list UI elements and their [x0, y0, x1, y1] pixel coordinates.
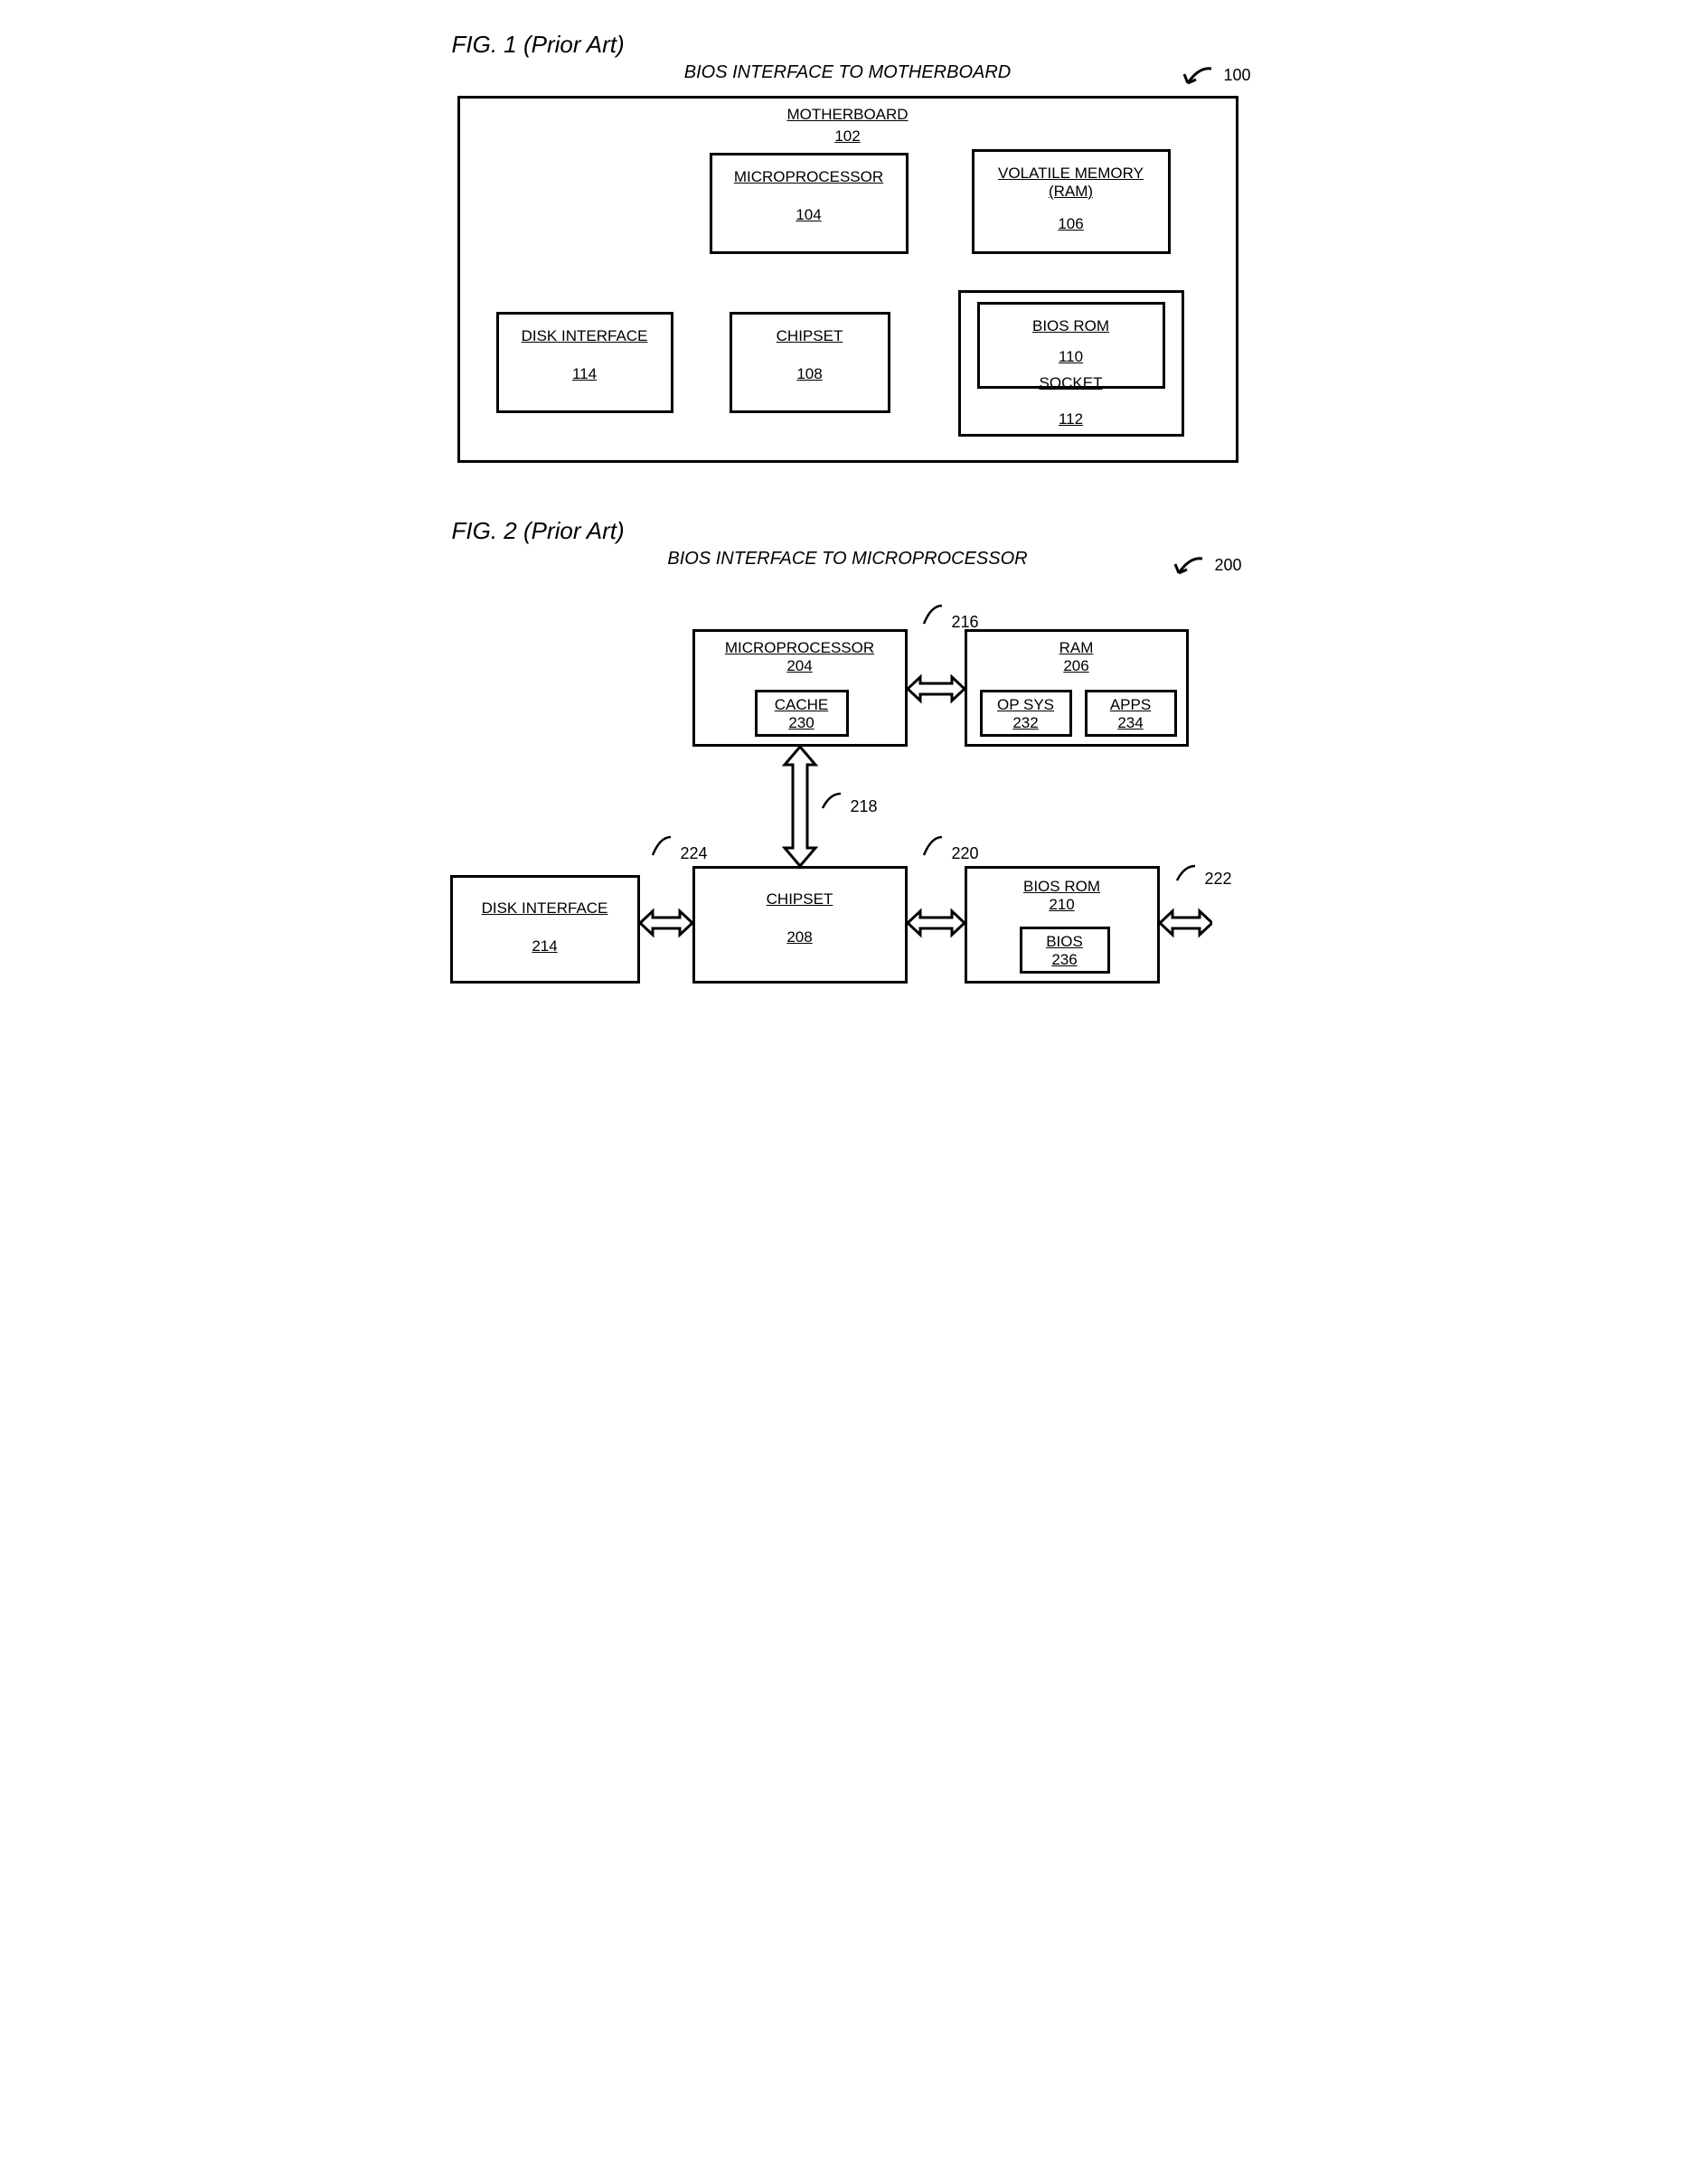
leader-icon [1173, 862, 1201, 884]
fig1-caption: FIG. 1 (Prior Art) [452, 31, 1246, 59]
ram2-num: 206 [967, 657, 1186, 675]
apps-box: APPS 234 [1085, 690, 1177, 737]
diskif-num: 114 [503, 365, 667, 383]
microprocessor2-name: MICROPROCESSOR [695, 639, 905, 657]
chipset2-name: CHIPSET [695, 890, 905, 908]
bios-num: 236 [1022, 951, 1107, 969]
biosrom2-name: BIOS ROM [967, 878, 1157, 896]
bus-220-text: 220 [952, 844, 979, 862]
socket-name: SOCKET [961, 374, 1182, 392]
fig2-ref-text: 200 [1214, 556, 1241, 574]
opsys-name: OP SYS [983, 696, 1069, 714]
opsys-box: OP SYS 232 [980, 690, 1072, 737]
chipset2-num: 208 [695, 928, 905, 946]
ram2-name: RAM [967, 639, 1186, 657]
bus-216-label: 216 [920, 602, 979, 632]
diskif2-num: 214 [453, 937, 637, 956]
bus-218-text: 218 [851, 797, 878, 815]
double-arrow-icon [779, 747, 821, 866]
chipset-num: 108 [736, 365, 884, 383]
bus-224-label: 224 [649, 833, 708, 863]
apps-num: 234 [1088, 714, 1174, 732]
leader-icon [819, 790, 846, 812]
bus-218-label: 218 [819, 790, 878, 816]
leader-icon [920, 833, 947, 859]
diskif2-box: DISK INTERFACE 214 [450, 875, 640, 984]
bus-222-label: 222 [1173, 862, 1232, 889]
motherboard-name: MOTHERBOARD [786, 106, 908, 123]
biosrom-num: 110 [984, 348, 1159, 366]
ram-box: VOLATILE MEMORY (RAM) 106 [972, 149, 1171, 254]
chipset-name: CHIPSET [736, 327, 884, 345]
bus-216-arrow [908, 673, 965, 704]
motherboard-label: MOTHERBOARD 102 [786, 106, 908, 146]
double-arrow-icon [640, 908, 692, 938]
cache-num: 230 [758, 714, 846, 732]
microprocessor-box: MICROPROCESSOR 104 [710, 153, 909, 254]
double-arrow-icon [908, 908, 965, 938]
bus-218-arrow [779, 747, 821, 866]
bus-220-arrow [908, 908, 965, 938]
fig1-ref-text: 100 [1223, 66, 1250, 84]
ram2-box: RAM 206 OP SYS 232 APPS 234 [965, 629, 1189, 747]
hook-arrow-icon [1173, 555, 1210, 577]
fig2-title: BIOS INTERFACE TO MICROPROCESSOR [450, 549, 1246, 570]
chipset2-box: CHIPSET 208 [692, 866, 908, 984]
biosrom2-num: 210 [967, 896, 1157, 914]
bus-224-text: 224 [681, 844, 708, 862]
page: FIG. 1 (Prior Art) BIOS INTERFACE TO MOT… [450, 31, 1246, 1034]
bus-216-text: 216 [952, 613, 979, 631]
leader-icon [920, 602, 947, 627]
fig1-wrap: 100 MOTHERBOARD 102 MICROPROCESSOR 104 V… [450, 96, 1246, 463]
diskif-name: DISK INTERFACE [503, 327, 667, 345]
biosrom-name: BIOS ROM [984, 317, 1159, 335]
socket-box: BIOS ROM 110 SOCKET 112 [958, 290, 1184, 437]
microprocessor2-num: 204 [695, 657, 905, 675]
leader-icon [649, 833, 676, 859]
biosrom2-box: BIOS ROM 210 BIOS 236 [965, 866, 1160, 984]
diskif2-name: DISK INTERFACE [453, 899, 637, 918]
diskif-box: DISK INTERFACE 114 [496, 312, 673, 413]
fig2-caption: FIG. 2 (Prior Art) [452, 517, 1246, 545]
bus-224-arrow [640, 908, 692, 938]
fig2-wrap: 200 MICROPROCESSOR 204 CACHE 230 RAM 206… [450, 582, 1246, 1034]
bus-222-arrow [1160, 908, 1212, 938]
cache-box: CACHE 230 [755, 690, 849, 737]
cache-name: CACHE [758, 696, 846, 714]
fig2-refnum: 200 [1173, 555, 1241, 577]
fig1-title: BIOS INTERFACE TO MOTHERBOARD [450, 62, 1246, 83]
motherboard-box: MOTHERBOARD 102 MICROPROCESSOR 104 VOLAT… [457, 96, 1238, 463]
microprocessor-name: MICROPROCESSOR [716, 168, 902, 186]
double-arrow-icon [908, 673, 965, 704]
chipset-box: CHIPSET 108 [730, 312, 890, 413]
ram-num: 106 [978, 215, 1164, 233]
motherboard-num: 102 [786, 127, 908, 146]
hook-arrow-icon [1182, 65, 1219, 87]
ram-name: VOLATILE MEMORY (RAM) [978, 165, 1164, 201]
opsys-num: 232 [983, 714, 1069, 732]
double-arrow-icon [1160, 908, 1212, 938]
microprocessor-num: 104 [716, 206, 902, 224]
bus-222-text: 222 [1205, 870, 1232, 888]
bus-220-label: 220 [920, 833, 979, 863]
microprocessor2-box: MICROPROCESSOR 204 CACHE 230 [692, 629, 908, 747]
apps-name: APPS [1088, 696, 1174, 714]
socket-num: 112 [961, 410, 1182, 428]
fig1-refnum: 100 [1182, 65, 1250, 87]
bios-name: BIOS [1022, 933, 1107, 951]
bios-box: BIOS 236 [1020, 927, 1110, 974]
